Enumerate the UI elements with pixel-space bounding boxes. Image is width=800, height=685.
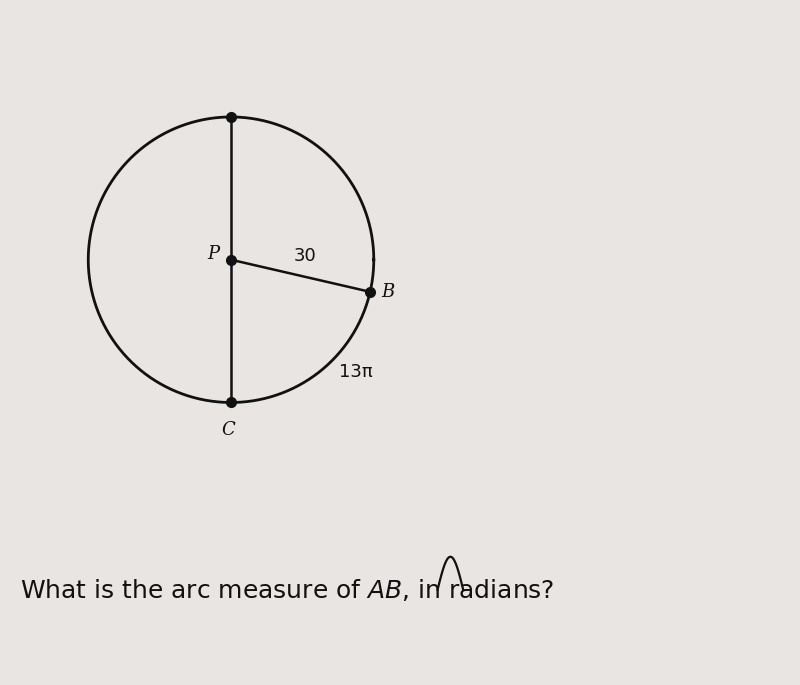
Text: 30: 30 — [294, 247, 317, 265]
Text: P: P — [207, 245, 219, 263]
Text: What is the arc measure of $\mathit{AB}$, in radians?: What is the arc measure of $\mathit{AB}$… — [20, 577, 554, 603]
Text: B: B — [382, 283, 394, 301]
Text: 13π: 13π — [339, 364, 373, 382]
Text: C: C — [222, 421, 235, 439]
